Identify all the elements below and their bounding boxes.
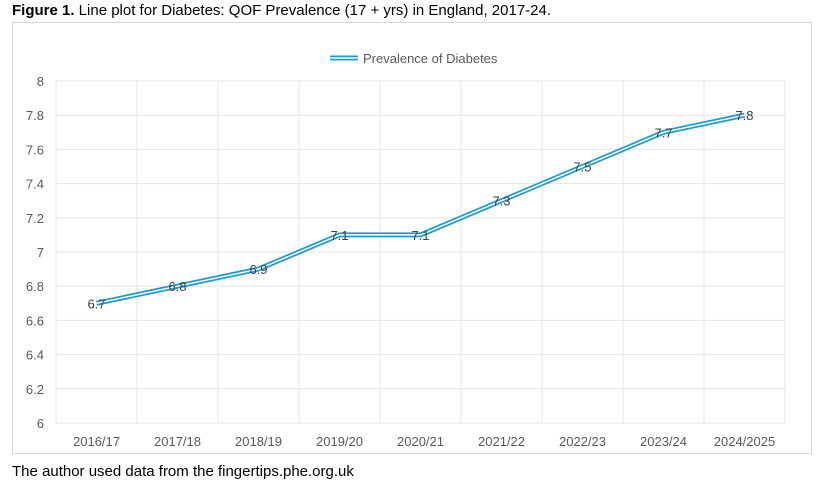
source-caption: The author used data from the fingertips… bbox=[12, 463, 354, 480]
figure-title: Figure 1. Line plot for Diabetes: QOF Pr… bbox=[12, 2, 552, 19]
y-tick-label: 7.8 bbox=[26, 108, 44, 123]
x-tick-label: 2021/22 bbox=[478, 434, 525, 449]
series-line-inner bbox=[96, 114, 745, 305]
data-label: 7.8 bbox=[735, 108, 753, 123]
y-tick-label: 7.4 bbox=[26, 177, 44, 192]
x-tick-label: 2017/18 bbox=[154, 434, 201, 449]
y-tick-label: 7 bbox=[37, 245, 44, 260]
data-label: 6.8 bbox=[168, 279, 186, 294]
data-label: 7.1 bbox=[411, 228, 429, 243]
data-label: 7.7 bbox=[654, 125, 672, 140]
x-tick-label: 2016/17 bbox=[73, 434, 120, 449]
y-tick-label: 6.2 bbox=[26, 382, 44, 397]
legend-label: Prevalence of Diabetes bbox=[363, 51, 498, 66]
chart-frame bbox=[12, 22, 812, 454]
y-tick-label: 6 bbox=[37, 416, 44, 431]
series-line bbox=[95, 112, 746, 306]
y-tick-label: 7.6 bbox=[26, 142, 44, 157]
y-tick-label: 6.6 bbox=[26, 313, 44, 328]
x-tick-label: 2022/23 bbox=[559, 434, 606, 449]
data-label: 7.1 bbox=[330, 228, 348, 243]
y-tick-label: 6.8 bbox=[26, 279, 44, 294]
data-label: 6.7 bbox=[87, 296, 105, 311]
x-tick-label: 2018/19 bbox=[235, 434, 282, 449]
y-tick-label: 7.2 bbox=[26, 211, 44, 226]
data-label: 6.9 bbox=[249, 262, 267, 277]
x-tick-label: 2020/21 bbox=[397, 434, 444, 449]
y-tick-label: 6.4 bbox=[26, 348, 44, 363]
x-tick-label: 2019/20 bbox=[316, 434, 363, 449]
data-label: 7.3 bbox=[492, 194, 510, 209]
data-label: 7.5 bbox=[573, 160, 591, 175]
y-tick-label: 8 bbox=[37, 74, 44, 89]
x-tick-label: 2023/24 bbox=[640, 434, 687, 449]
x-tick-label: 2024/2025 bbox=[714, 434, 775, 449]
